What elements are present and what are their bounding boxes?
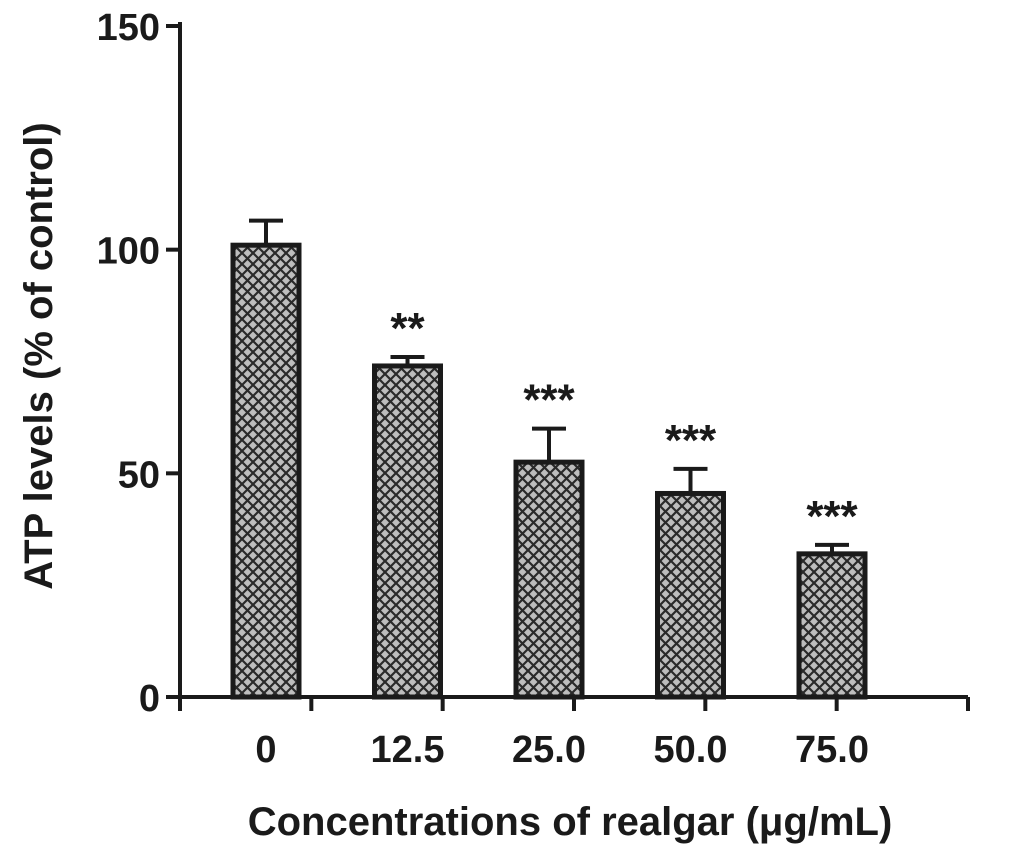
bar — [655, 490, 726, 700]
bar — [230, 242, 302, 700]
x-tick-label: 50.0 — [654, 729, 728, 771]
bar — [513, 459, 585, 700]
y-tick-label: 100 — [97, 231, 160, 273]
bars-group: 0 ** 12.5 *** 25.0 *** 50.0 *** 75.0 — [230, 218, 869, 771]
bar-group: *** 25.0 — [512, 376, 586, 771]
bar — [796, 551, 868, 700]
bar-group: *** 75.0 — [795, 492, 869, 771]
y-tick-label: 150 — [97, 7, 160, 49]
x-tick-label: 12.5 — [371, 729, 445, 771]
bar-group: ** 12.5 — [371, 304, 445, 771]
x-tick-label: 0 — [255, 729, 276, 771]
significance-label: ** — [390, 304, 425, 353]
x-tick-label: 25.0 — [512, 729, 586, 771]
y-axis: 0 50 100 150 — [97, 7, 182, 720]
significance-label: *** — [806, 492, 858, 541]
bar — [372, 363, 443, 700]
significance-label: *** — [665, 416, 717, 465]
x-tick-label: 75.0 — [795, 729, 869, 771]
y-axis-label: ATP levels (% of control) — [17, 122, 61, 589]
bar-group: *** 50.0 — [654, 416, 728, 771]
bar-group: 0 — [230, 218, 302, 771]
significance-label: *** — [523, 376, 575, 425]
y-tick-label: 50 — [118, 454, 160, 496]
x-axis-label: Concentrations of realgar (μg/mL) — [248, 800, 893, 844]
y-tick-label: 0 — [139, 678, 160, 720]
